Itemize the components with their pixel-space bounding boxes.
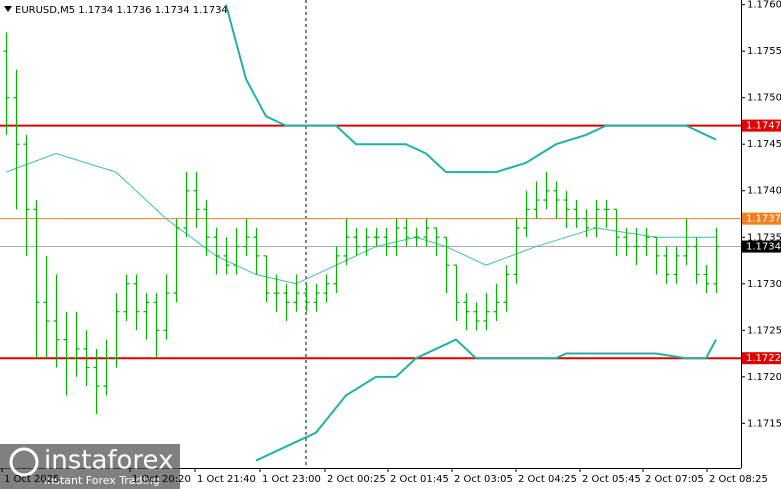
x-tick-label: 2 Oct 00:25 [327, 474, 386, 485]
level-badge [742, 212, 781, 225]
x-tick-label: 1 Oct 2025 [4, 474, 59, 485]
level-label: 1.1734 [746, 242, 781, 253]
x-tick-label: 2 Oct 05:45 [582, 474, 641, 485]
chart-title: EURUSD,M5 1.1734 1.1736 1.1734 1.1734 [15, 5, 228, 16]
x-tick-label: 1 Oct 20:20 [132, 474, 191, 485]
y-tick-label: 1.1740 [747, 186, 781, 197]
x-tick-label: 2 Oct 01:45 [390, 474, 449, 485]
y-tick-label: 1.1755 [747, 46, 781, 57]
y-tick-label: 1.1735 [747, 232, 781, 243]
level-label: 1.1722 [746, 353, 781, 364]
x-tick-label: 2 Oct 07:05 [645, 474, 704, 485]
watermark-brand: instaforex [44, 446, 173, 476]
y-tick-label: 1.1760 [747, 0, 781, 11]
plot [0, 0, 741, 468]
x-tick-label: 1 Oct 23:00 [262, 474, 321, 485]
menu-icon [4, 6, 12, 12]
y-tick-label: 1.1715 [747, 418, 781, 429]
watermark-slogan: Instant Forex Trading [44, 474, 160, 487]
level-badge [742, 352, 781, 365]
level-label: 1.1747 [746, 121, 781, 132]
y-tick-label: 1.1725 [747, 325, 781, 336]
y-tick-label: 1.1720 [747, 372, 781, 383]
watermark: instaforex Instant Forex Trading [0, 444, 180, 489]
level-badge [742, 119, 781, 132]
level-label: 1.1737 [746, 214, 781, 225]
indicator-line [5, 152, 716, 285]
y-tick-label: 1.1750 [747, 93, 781, 104]
x-tick-label: 2 Oct 04:25 [518, 474, 577, 485]
x-tick-label: 1 Oct 21:40 [197, 474, 256, 485]
x-tick-label: 2 Oct 08:25 [709, 474, 768, 485]
y-tick-label: 1.1745 [747, 139, 781, 150]
x-tick-label: 2 Oct 03:05 [454, 474, 513, 485]
y-tick-label: 1.1730 [747, 279, 781, 290]
level-badge [742, 240, 781, 253]
indicator-line [255, 338, 717, 462]
watermark-logo [9, 447, 39, 477]
indicator-line [225, 4, 717, 174]
